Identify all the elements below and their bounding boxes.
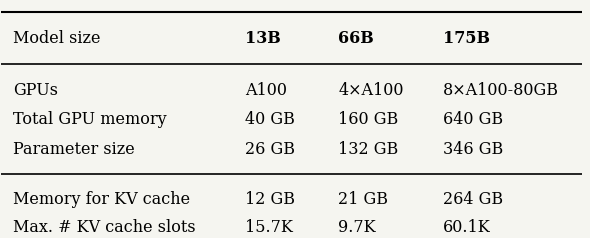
Text: 26 GB: 26 GB [245, 141, 296, 158]
Text: 640 GB: 640 GB [443, 111, 503, 128]
Text: 21 GB: 21 GB [338, 191, 388, 208]
Text: 40 GB: 40 GB [245, 111, 295, 128]
Text: GPUs: GPUs [13, 82, 58, 99]
Text: 9.7K: 9.7K [338, 219, 376, 236]
Text: 264 GB: 264 GB [443, 191, 503, 208]
Text: 4×A100: 4×A100 [338, 82, 404, 99]
Text: 160 GB: 160 GB [338, 111, 399, 128]
Text: 12 GB: 12 GB [245, 191, 296, 208]
Text: 132 GB: 132 GB [338, 141, 399, 158]
Text: 346 GB: 346 GB [443, 141, 503, 158]
Text: 8×A100-80GB: 8×A100-80GB [443, 82, 559, 99]
Text: 66B: 66B [338, 30, 374, 47]
Text: 175B: 175B [443, 30, 490, 47]
Text: Total GPU memory: Total GPU memory [13, 111, 166, 128]
Text: 60.1K: 60.1K [443, 219, 491, 236]
Text: Model size: Model size [13, 30, 100, 47]
Text: Parameter size: Parameter size [13, 141, 135, 158]
Text: Max. # KV cache slots: Max. # KV cache slots [13, 219, 196, 236]
Text: Memory for KV cache: Memory for KV cache [13, 191, 190, 208]
Text: A100: A100 [245, 82, 287, 99]
Text: 13B: 13B [245, 30, 281, 47]
Text: 15.7K: 15.7K [245, 219, 293, 236]
